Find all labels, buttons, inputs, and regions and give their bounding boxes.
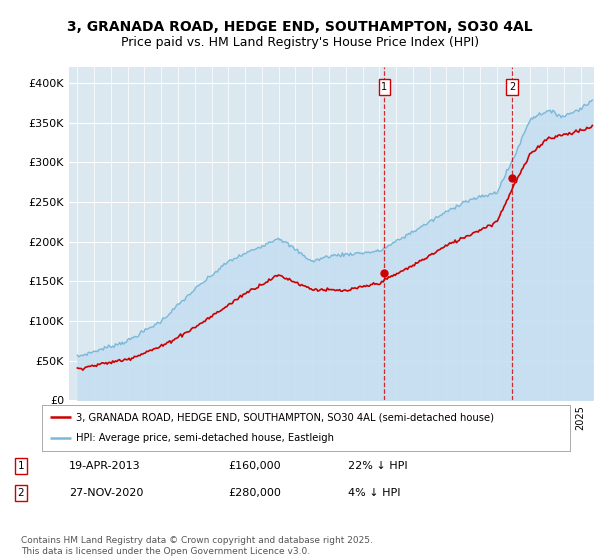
Text: 1: 1	[381, 82, 388, 92]
Text: 19-APR-2013: 19-APR-2013	[69, 461, 140, 471]
Text: £160,000: £160,000	[228, 461, 281, 471]
Text: 1: 1	[17, 461, 25, 471]
Text: 3, GRANADA ROAD, HEDGE END, SOUTHAMPTON, SO30 4AL (semi-detached house): 3, GRANADA ROAD, HEDGE END, SOUTHAMPTON,…	[76, 412, 494, 422]
Text: Price paid vs. HM Land Registry's House Price Index (HPI): Price paid vs. HM Land Registry's House …	[121, 36, 479, 49]
Text: Contains HM Land Registry data © Crown copyright and database right 2025.
This d: Contains HM Land Registry data © Crown c…	[21, 536, 373, 556]
Text: 2: 2	[17, 488, 25, 498]
Text: HPI: Average price, semi-detached house, Eastleigh: HPI: Average price, semi-detached house,…	[76, 433, 334, 444]
Text: 3, GRANADA ROAD, HEDGE END, SOUTHAMPTON, SO30 4AL: 3, GRANADA ROAD, HEDGE END, SOUTHAMPTON,…	[67, 20, 533, 34]
Text: 4% ↓ HPI: 4% ↓ HPI	[348, 488, 401, 498]
Text: 2: 2	[509, 82, 515, 92]
Text: £280,000: £280,000	[228, 488, 281, 498]
Text: 27-NOV-2020: 27-NOV-2020	[69, 488, 143, 498]
Text: 22% ↓ HPI: 22% ↓ HPI	[348, 461, 407, 471]
